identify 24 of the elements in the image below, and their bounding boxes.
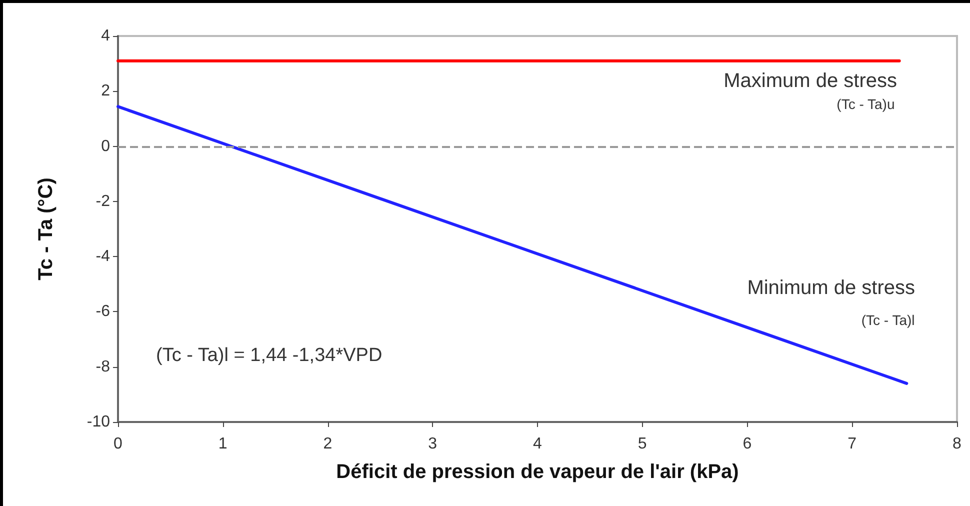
y-tick-label: 2 bbox=[101, 82, 110, 100]
annotation: Minimum de stress bbox=[747, 277, 915, 299]
y-axis-title: Tc - Ta (°C) bbox=[35, 178, 57, 280]
annotation: (Tc - Ta)u bbox=[836, 96, 895, 112]
y-tick-label: -10 bbox=[86, 414, 110, 430]
x-tick-label: 4 bbox=[533, 436, 542, 452]
x-tick-label: 8 bbox=[952, 436, 962, 452]
y-tick-label: 0 bbox=[101, 138, 110, 155]
y-tick-label: 4 bbox=[101, 28, 110, 44]
annotation: (Tc - Ta)l = 1,44 -1,34*VPD bbox=[156, 345, 382, 366]
x-tick-label: 1 bbox=[218, 436, 228, 452]
y-tick-label: -6 bbox=[96, 303, 110, 320]
x-tick-label: 7 bbox=[848, 436, 857, 452]
y-tick-label: -2 bbox=[96, 192, 110, 210]
y-tick-label: -8 bbox=[96, 358, 110, 376]
x-tick-label: 2 bbox=[323, 436, 332, 452]
annotation: Maximum de stress bbox=[724, 70, 898, 92]
x-tick-label: 5 bbox=[638, 436, 647, 452]
x-tick-label: 3 bbox=[428, 436, 438, 452]
annotation: (Tc - Ta)l bbox=[861, 312, 915, 328]
y-tick-label: -4 bbox=[96, 248, 110, 266]
x-axis-title: Déficit de pression de vapeur de l'air (kPa) bbox=[336, 461, 739, 483]
x-tick-label: 6 bbox=[742, 436, 752, 452]
x-tick-label: 0 bbox=[114, 436, 123, 452]
